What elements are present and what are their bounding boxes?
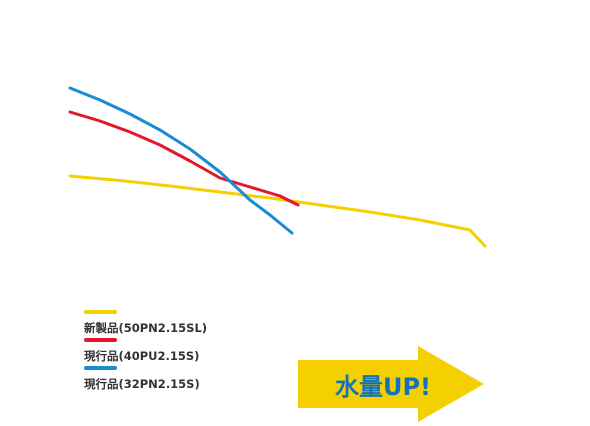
series-line-2 (68, 86, 294, 235)
legend: 新製品(50PN2.15SL) 現行品(40PU2.15S) 現行品(32PN2… (84, 310, 264, 394)
arrow-shape (298, 346, 484, 422)
legend-label: 現行品(32PN2.15S) (84, 377, 200, 391)
legend-item-new-product: 新製品(50PN2.15SL) (84, 310, 264, 338)
legend-item-current-40pu: 現行品(40PU2.15S) (84, 338, 264, 366)
legend-swatch-yellow (84, 310, 117, 314)
legend-swatch-red (84, 338, 117, 342)
water-up-label: 水量UP! (334, 372, 432, 401)
legend-label: 現行品(40PU2.15S) (84, 349, 200, 363)
series-line-0 (68, 174, 487, 248)
water-up-arrow: 水量UP! (298, 346, 488, 422)
legend-item-current-32pn: 現行品(32PN2.15S) (84, 366, 264, 394)
legend-swatch-blue (84, 366, 117, 370)
legend-label: 新製品(50PN2.15SL) (84, 321, 208, 335)
series-line-1 (68, 110, 300, 207)
